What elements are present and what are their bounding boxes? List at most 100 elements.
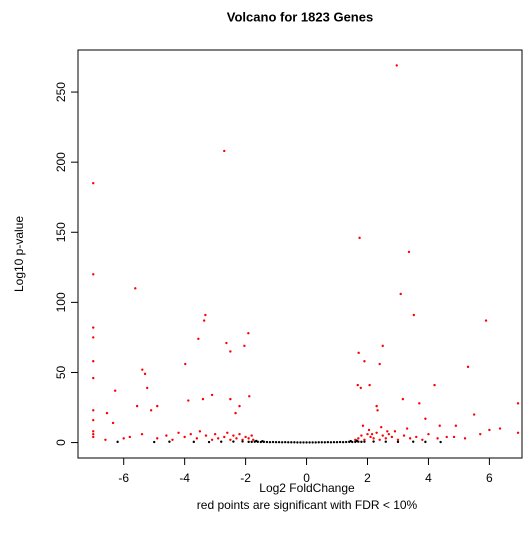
point [145, 386, 149, 390]
point [247, 440, 250, 444]
point [128, 435, 132, 439]
point [314, 441, 317, 444]
point [368, 383, 371, 387]
point [445, 435, 448, 439]
point [436, 437, 439, 440]
x-tick-label: 0 [303, 471, 310, 485]
point [202, 319, 206, 322]
point [238, 404, 241, 408]
point [177, 431, 180, 434]
point [241, 438, 244, 441]
point [250, 440, 253, 444]
point [92, 430, 95, 433]
point [384, 437, 387, 440]
point [111, 421, 115, 425]
point [320, 441, 323, 444]
point [134, 287, 137, 290]
point [92, 326, 95, 329]
point [229, 350, 232, 353]
point [223, 435, 226, 439]
point [357, 437, 360, 440]
point [488, 428, 491, 432]
point [216, 437, 220, 440]
point [113, 389, 117, 392]
point [241, 440, 244, 443]
y-tick-label: 200 [54, 152, 68, 172]
y-axis-label: Log10 p-value [12, 216, 26, 292]
point [393, 430, 397, 433]
point [360, 440, 363, 444]
point [293, 441, 296, 444]
point [156, 437, 159, 440]
point [311, 441, 314, 444]
point [479, 432, 482, 436]
point [399, 292, 402, 296]
point [183, 435, 186, 439]
point [344, 440, 348, 444]
point [424, 417, 427, 420]
point [92, 181, 95, 185]
point [405, 427, 409, 430]
point [247, 332, 250, 335]
point [472, 413, 476, 416]
subtitle: red points are significant with FDR < 10… [197, 498, 418, 512]
point [498, 427, 502, 430]
point [244, 435, 247, 439]
x-tick-label: -4 [179, 471, 190, 485]
point [308, 441, 311, 444]
x-tick-label: 6 [486, 471, 493, 485]
point [376, 409, 379, 412]
point [427, 432, 430, 436]
x-tick-label: 2 [364, 471, 371, 485]
point [363, 360, 366, 363]
point [116, 440, 119, 444]
point [421, 438, 424, 441]
point [341, 440, 345, 444]
point [367, 428, 371, 432]
x-tick-label: -6 [118, 471, 129, 485]
point [197, 337, 200, 341]
point [248, 395, 251, 398]
point [229, 397, 232, 401]
point [378, 362, 381, 366]
point [265, 440, 269, 444]
point [338, 440, 342, 444]
point [484, 319, 488, 322]
chart-title: Volcano for 1823 Genes [227, 9, 373, 24]
point [356, 383, 359, 387]
point [92, 273, 95, 276]
point [105, 411, 109, 415]
point [204, 313, 207, 317]
point [329, 441, 333, 444]
point [424, 440, 427, 444]
point [213, 432, 217, 436]
point [261, 439, 264, 443]
point [302, 441, 305, 444]
point [332, 440, 336, 444]
point [192, 440, 195, 444]
point [466, 365, 470, 369]
point [355, 439, 359, 442]
point [225, 341, 228, 345]
point [165, 434, 168, 437]
point [433, 383, 436, 387]
point [135, 404, 139, 408]
point [210, 438, 214, 441]
point [396, 440, 400, 444]
point [232, 440, 235, 443]
point [375, 404, 378, 408]
point [156, 404, 159, 408]
point [238, 432, 241, 436]
point [381, 344, 384, 348]
point [184, 362, 187, 366]
point [359, 386, 362, 390]
y-tick-label: 150 [54, 222, 68, 242]
x-tick-label: -2 [240, 471, 251, 485]
y-tick-label: 100 [54, 292, 68, 312]
point [305, 441, 308, 444]
point [92, 409, 95, 412]
point [210, 393, 214, 397]
point [396, 438, 400, 441]
point [454, 424, 458, 427]
